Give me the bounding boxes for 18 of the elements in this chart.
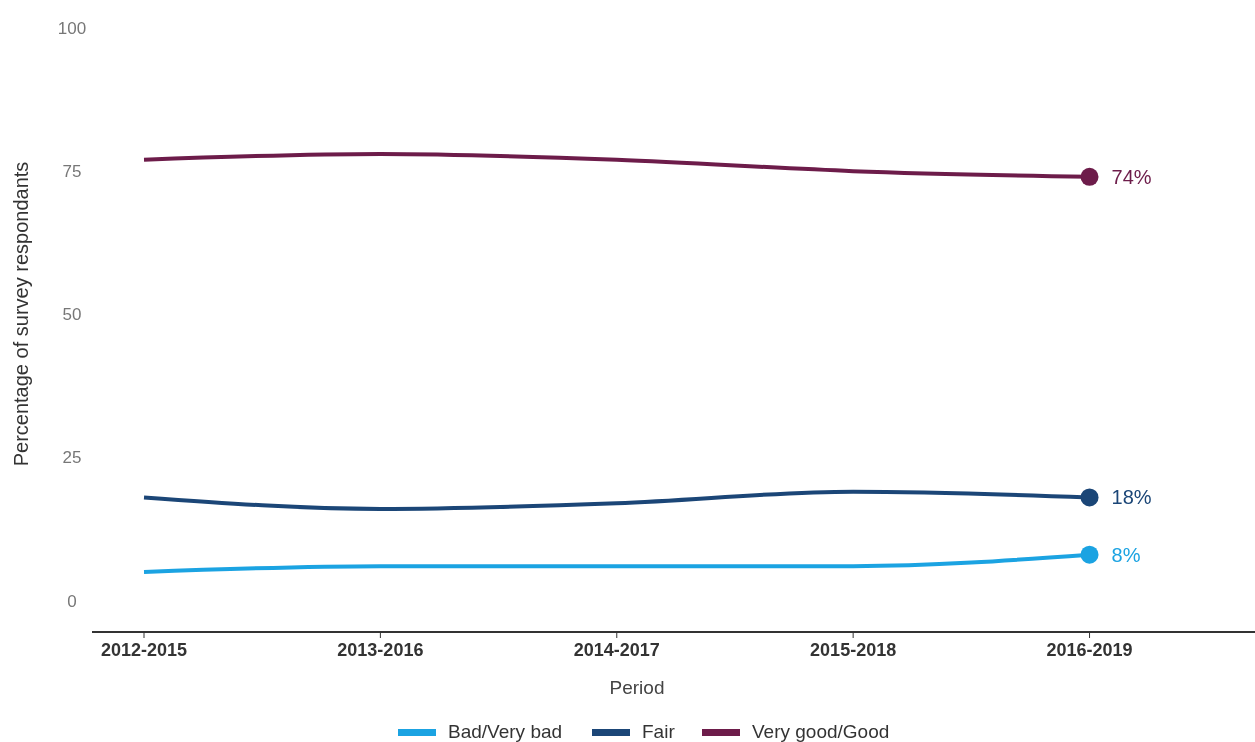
x-tick-label: 2014-2017 <box>573 640 660 660</box>
legend-label: Very good/Good <box>752 721 890 742</box>
y-tick-label: 100 <box>57 19 87 38</box>
data-label: 8% <box>1111 543 1141 566</box>
data-label: 74% <box>1111 165 1152 188</box>
x-axis-title: Period <box>609 677 665 698</box>
y-axis-title: Percentage of survey respondants <box>10 161 32 467</box>
data-label: 18% <box>1111 486 1152 509</box>
x-tick-label: 2015-2018 <box>810 640 897 660</box>
x-tick-label: 2013-2016 <box>337 640 424 660</box>
x-tick-label: 2016-2019 <box>1046 640 1133 660</box>
y-tick-label: 75 <box>62 162 82 182</box>
y-tick-label: 50 <box>62 305 82 325</box>
y-tick-label: 25 <box>62 448 82 468</box>
y-tick-label: 0 <box>67 591 77 611</box>
x-tick-label: 2012-2015 <box>100 640 188 660</box>
legend-label: Bad/Very bad <box>448 721 563 742</box>
legend-label: Fair <box>642 721 676 742</box>
